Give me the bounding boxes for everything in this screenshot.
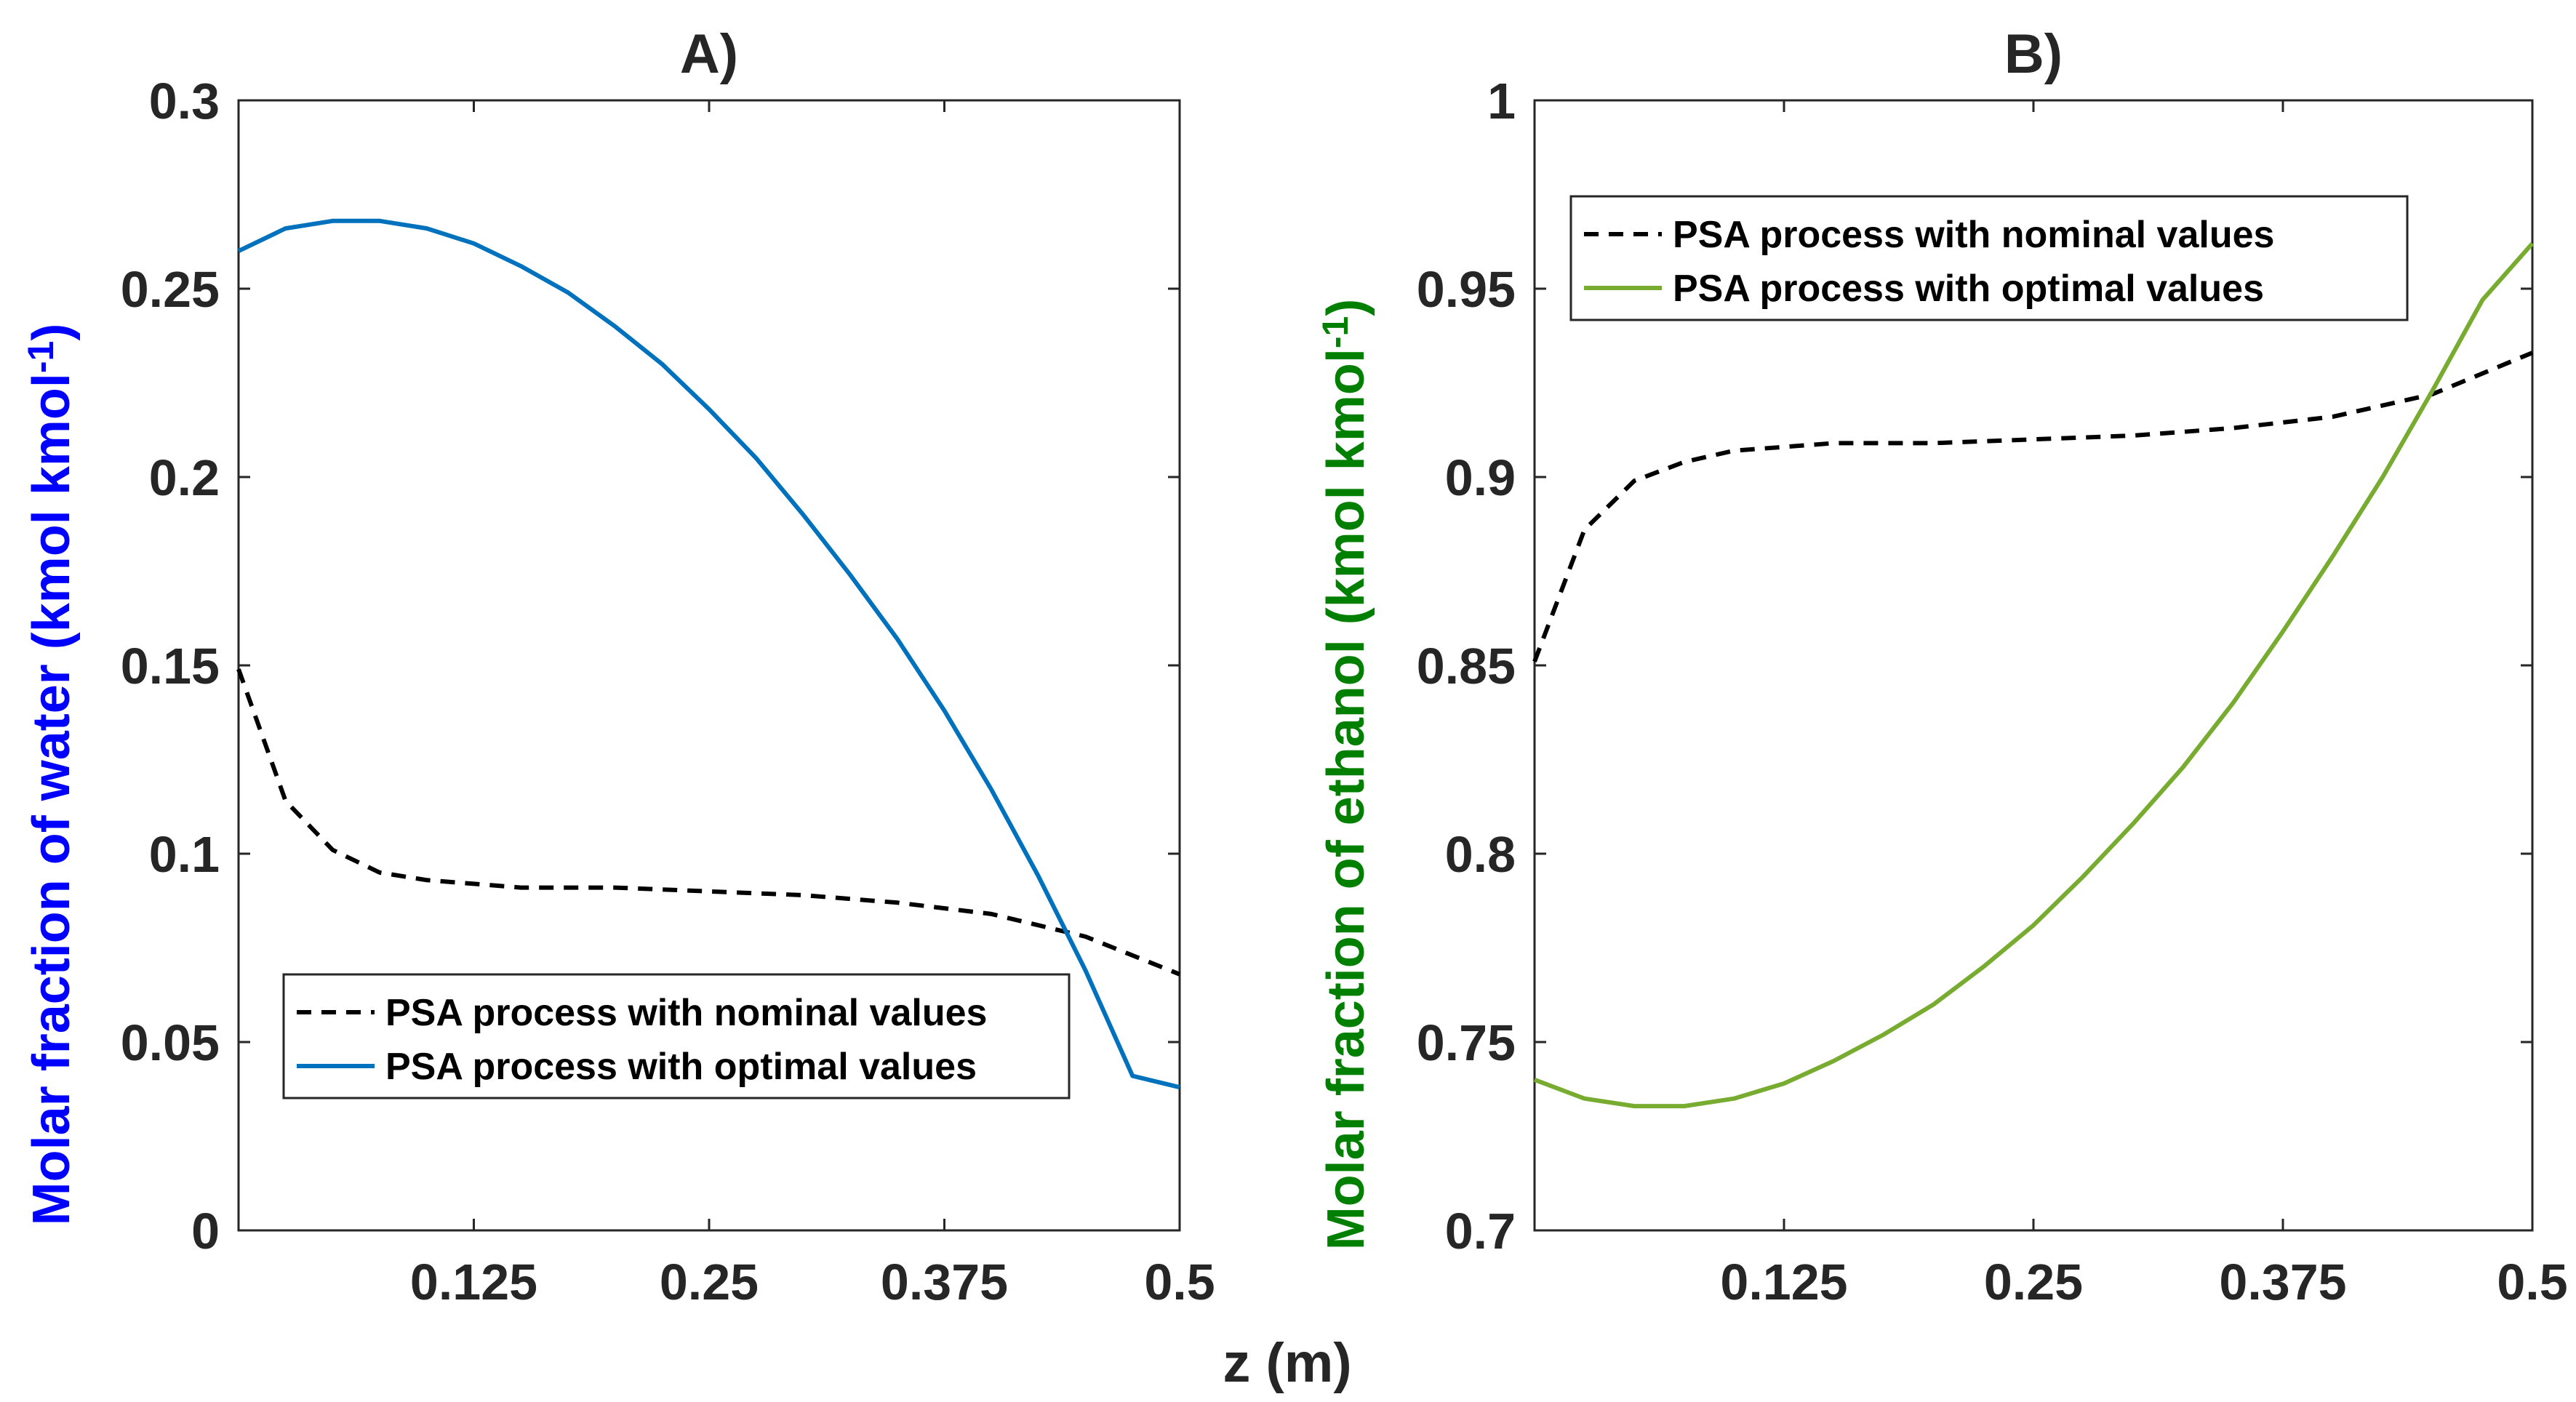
- x-tick-label: 0.5: [1144, 1254, 1215, 1310]
- x-tick-label: 0.5: [2497, 1254, 2567, 1310]
- y-tick-label: 0.7: [1445, 1203, 1516, 1259]
- y-axis-label: Molar fraction of water (kmol kmol-1): [20, 324, 81, 1226]
- series-line-optimal: [1533, 241, 2535, 1109]
- y-tick-label: 0.2: [149, 449, 220, 506]
- y-tick-label: 1: [1487, 73, 1516, 129]
- series-line-nominal: [1532, 350, 2534, 662]
- panel-title: B): [2004, 23, 2063, 85]
- legend: PSA process with nominal values PSA proce…: [282, 973, 1071, 1099]
- series-line-optimal: [237, 218, 1180, 1090]
- y-tick-label: 0: [191, 1203, 220, 1259]
- y-tick-label: 0.25: [121, 261, 220, 318]
- y-tick-label: 0.1: [149, 826, 220, 883]
- y-tick-label: 0.85: [1417, 638, 1516, 694]
- legend-entry: PSA process with optimal values: [385, 1046, 977, 1088]
- panel-title: A): [680, 23, 738, 85]
- legend-entry: PSA process with nominal values: [1673, 214, 2274, 256]
- legend-box: [1569, 195, 2409, 321]
- y-axis-label: Molar fraction of ethanol (kmol kmol-1): [1315, 299, 1376, 1251]
- chart-panel-b: 0.7 0.75 0.8 0.85 0.9 0.95 1 0.125 0.25 0.375 0.5 P…: [1315, 23, 2568, 1310]
- y-tick-label: 0.75: [1417, 1014, 1516, 1071]
- legend-entry: PSA process with optimal values: [1673, 268, 2264, 310]
- y-tick-label: 0.95: [1417, 261, 1516, 318]
- x-tick-label: 0.375: [2219, 1254, 2346, 1310]
- series-line-nominal: [236, 668, 1181, 977]
- x-tick-label: 0.125: [1720, 1254, 1847, 1310]
- x-tick-label: 0.375: [881, 1254, 1008, 1310]
- y-tick-label: 0.8: [1445, 826, 1516, 883]
- chart-panel-a: 0 0.05 0.1 0.15 0.2 0.25 0.3 0.125 0.25 0.375 0.5 P…: [20, 23, 1215, 1310]
- x-tick-label: 0.125: [410, 1254, 537, 1310]
- legend-entry: PSA process with nominal values: [385, 992, 987, 1034]
- x-axis-label: z (m): [1223, 1332, 1351, 1394]
- y-tick-label: 0.15: [121, 638, 220, 694]
- x-tick-label: 0.25: [660, 1254, 759, 1310]
- y-tick-label: 0.9: [1445, 449, 1516, 506]
- legend: PSA process with nominal values PSA proce…: [1569, 195, 2409, 321]
- legend-box: [282, 973, 1071, 1099]
- y-tick-label: 0.3: [149, 73, 220, 129]
- y-tick-label: 0.05: [121, 1014, 220, 1071]
- x-tick-label: 0.25: [1984, 1254, 2083, 1310]
